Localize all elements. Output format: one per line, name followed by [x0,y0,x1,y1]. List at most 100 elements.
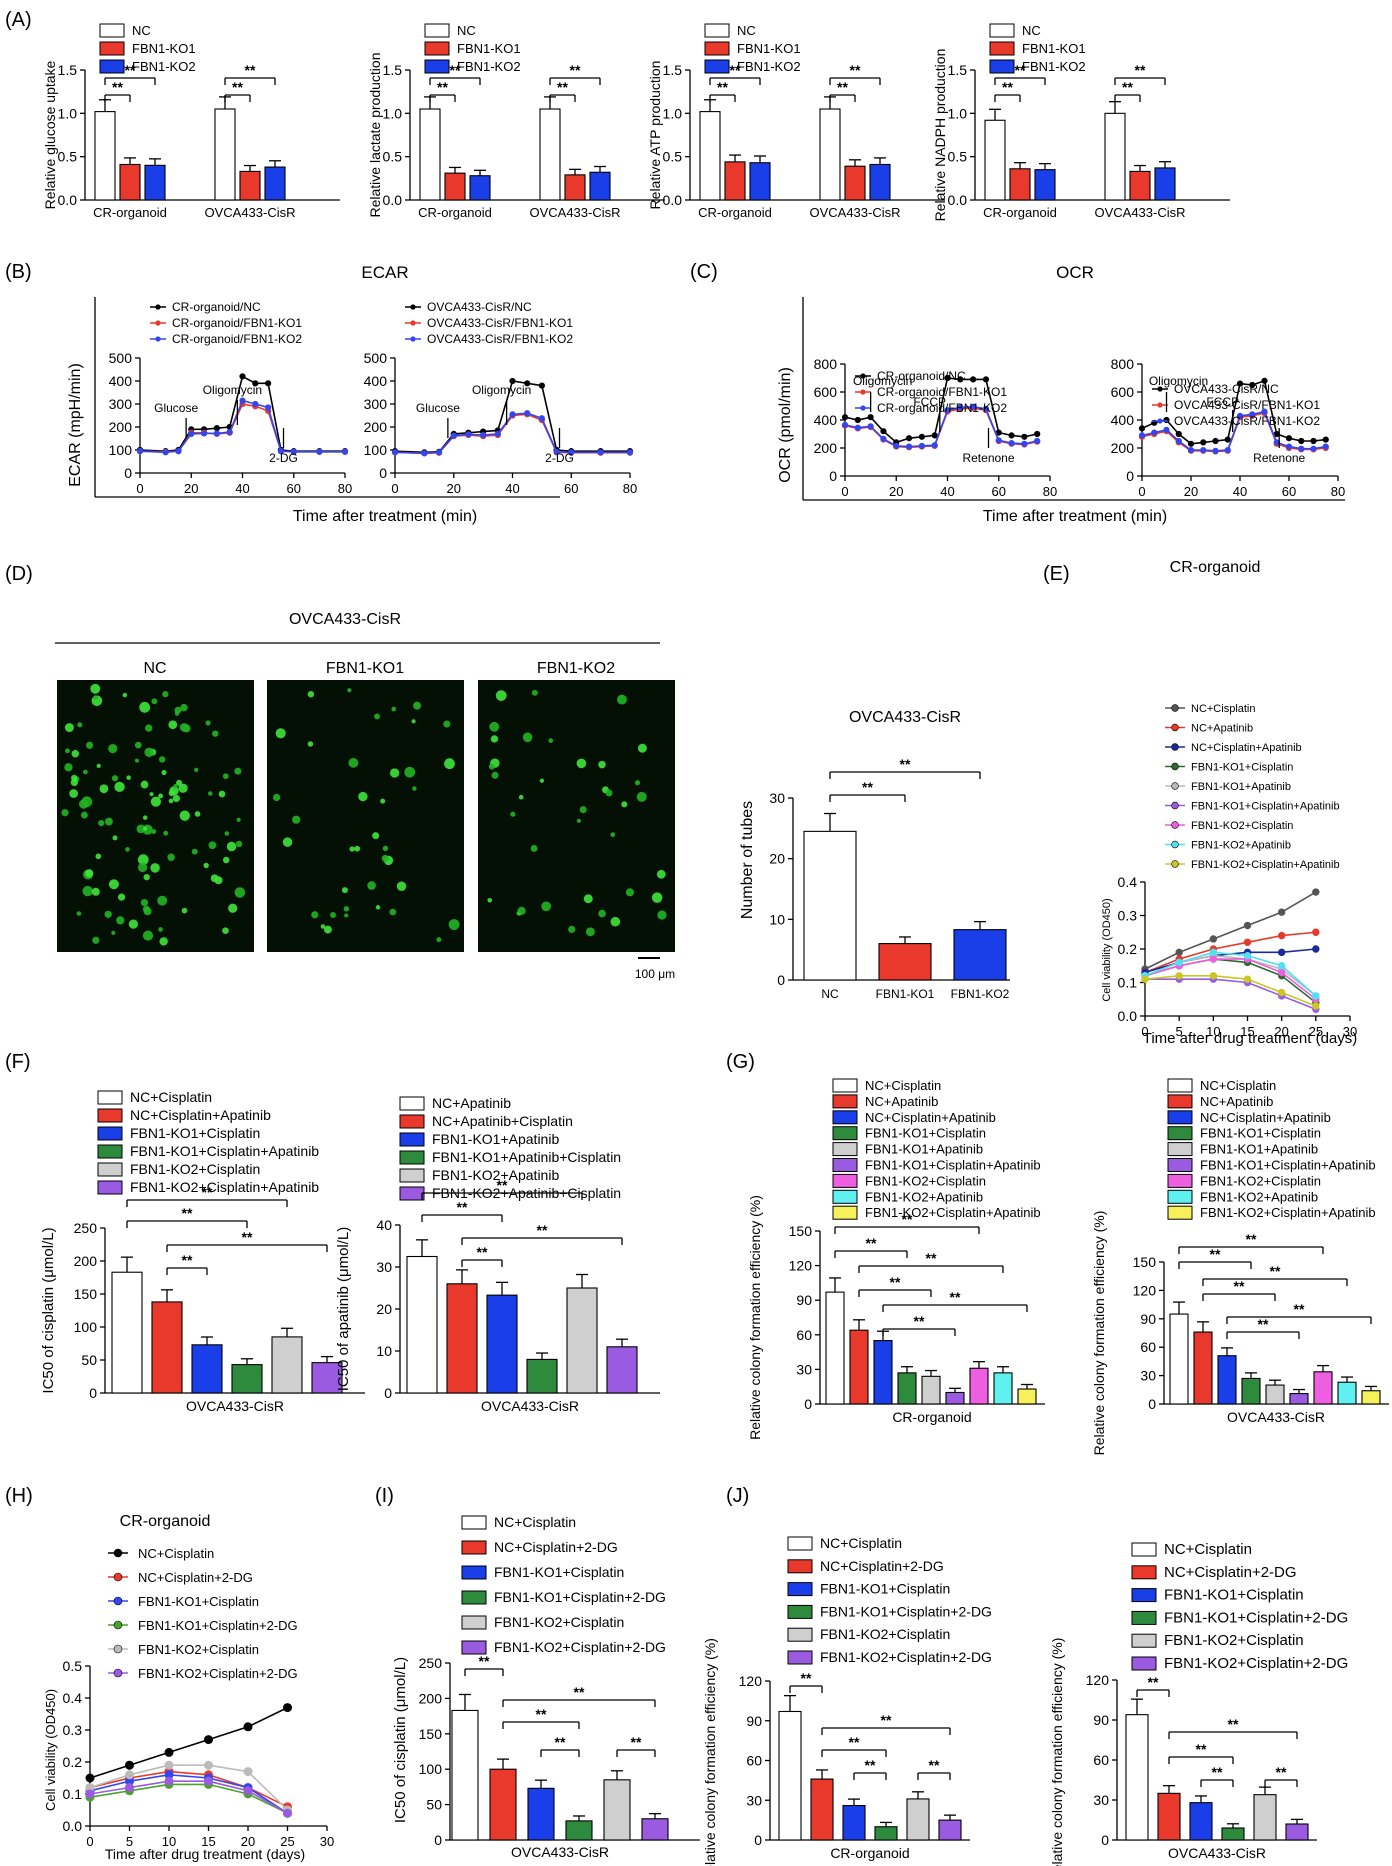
i-legend-swatch [461,1640,487,1655]
br-point [421,450,428,457]
j-left-legend-entry: FBN1-KO2+Cisplatin+2-DG [820,1649,992,1665]
h-x-tick-label: 5 [126,1834,133,1849]
d-stars: ** [900,756,911,772]
d-cell [159,937,168,946]
d-cell [282,837,293,847]
h-legend-marker [113,1596,123,1606]
e-point [1277,962,1286,970]
a-legend-swatch [989,23,1015,38]
d-cell [367,881,376,890]
g-left-stars: ** [950,1289,961,1305]
g-right-stars: ** [1210,1246,1221,1262]
f-left-legend-swatch [97,1144,123,1159]
i-chart-bar [527,1787,555,1841]
a-stars: ** [1015,62,1026,78]
bl-y-tick-label: 400 [109,373,133,389]
f-left-y-tick-label: 200 [74,1253,98,1269]
bl-point [265,380,272,387]
j-right-xlabel: OVCA433-CisR [1168,1845,1266,1861]
d-y-tick-label: 10 [769,911,785,927]
d-cell [128,919,139,929]
cr-point [1163,426,1170,433]
bl-point [175,448,182,455]
i-legend-entry: FBN1-KO1+Cisplatin [494,1564,624,1580]
e-legend-entry: FBN1-KO2+Cisplatin+Apatinib [1191,859,1340,871]
j-left-legend-entry: NC+Cisplatin+2-DG [820,1558,944,1574]
cl-point [1034,437,1041,445]
i-y-tick-label: 200 [419,1690,443,1706]
d-cell [169,786,179,796]
a-y-tick-label: 1.5 [383,62,403,78]
cr-y-tick-label: 400 [1111,412,1135,428]
j-left-y-tick-label: 120 [739,1673,763,1689]
cl-point [995,437,1002,444]
d-cell [142,905,150,913]
d-cell [568,925,576,933]
e-legend-marker [1171,860,1179,868]
d-cell [292,815,301,824]
d-cell [140,899,149,907]
f-left-y-tick-label: 250 [74,1220,98,1236]
br-point [626,449,634,456]
cl-y-tick-label: 800 [814,356,838,372]
h-series-line [89,1783,288,1814]
e-legend-marker [1171,743,1179,751]
a-stars: ** [557,79,568,95]
g-left-stars: ** [902,1211,913,1227]
bl-y-tick-label: 200 [109,419,133,435]
g-right-legend-swatch [1167,1205,1193,1220]
bl-point [200,430,208,437]
d-cell [181,907,188,914]
a-stars: ** [1135,62,1146,78]
g-left-legend-entry: NC+Cisplatin+Apatinib [865,1110,996,1125]
d-cell [76,911,82,916]
d-cell [539,778,545,783]
d-cell [140,780,149,789]
d-cell [404,766,416,778]
cl-point [854,416,861,424]
f-left-bar [191,1344,223,1394]
h-y-tick-label: 0.2 [63,1754,83,1770]
br-x-tick-label: 20 [447,481,461,496]
e-point [1243,921,1252,930]
cr-point [1236,412,1244,419]
d-cell [168,798,174,804]
d-cell [86,741,94,749]
g-right-y-tick-label: 60 [1140,1339,1156,1355]
g-left-legend-swatch [832,1189,858,1204]
d-cell [179,723,189,732]
i-chart-bar [565,1820,593,1841]
g-right-bar [1361,1390,1381,1405]
d-cell [64,723,74,733]
bl-x-tick-label: 20 [184,481,198,496]
j-right-bar [1157,1792,1181,1841]
j-left-stars: ** [849,1734,860,1750]
bl-point [277,448,285,455]
a-y-tick-label: 1.0 [383,105,403,121]
j-left-bar [842,1805,866,1841]
f-left-stars: ** [202,1184,213,1200]
d-cell [179,810,190,821]
a-y-tick-label: 0.5 [383,149,403,165]
d-category-label: NC [821,987,839,1001]
j-right-y-tick-label: 30 [1093,1792,1109,1808]
cr-x-tick-label: 80 [1331,484,1345,499]
j-right-legend-swatch [1131,1565,1157,1580]
d-cell [151,698,158,705]
f-left-legend-swatch [97,1126,123,1141]
g-right-legend-entry: FBN1-KO2+Cisplatin [1200,1173,1321,1188]
i-legend-entry: FBN1-KO1+Cisplatin+2-DG [494,1589,666,1605]
j-right-bar [1189,1802,1213,1841]
g-left-stars: ** [890,1274,901,1290]
d-cell [226,841,237,852]
f-right-stars: ** [457,1199,468,1215]
a-ylabel: Relative ATP production [647,61,663,210]
d-cell [579,806,587,814]
d-cell [95,853,102,860]
a-y-tick-label: 1.5 [58,62,78,78]
e-series-line [1144,974,1317,1007]
a-chart-bar [469,175,491,201]
a-y-tick-label: 0.0 [663,192,683,208]
a-chart-bar [1129,170,1151,201]
cr-y-tick-label: 200 [1111,440,1135,456]
